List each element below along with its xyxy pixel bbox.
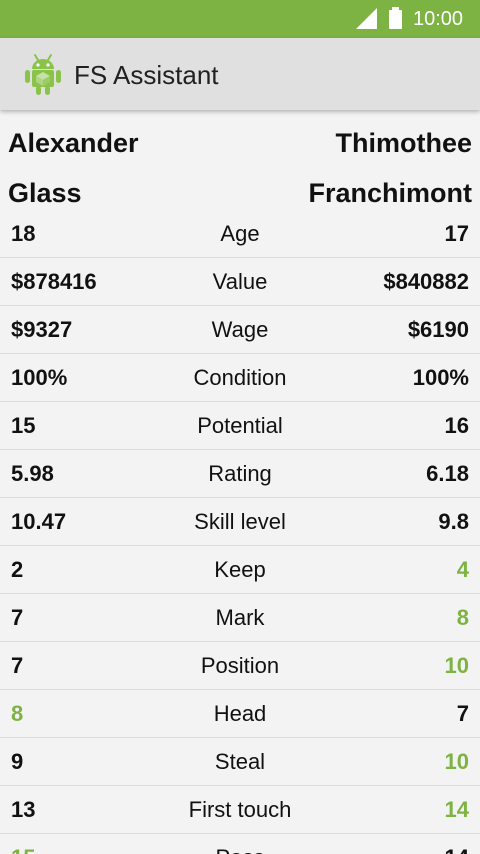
comparison-list[interactable]: Alexander Glass Thimothee Franchimont Ag…	[0, 110, 480, 854]
status-bar: 10:00	[0, 0, 480, 38]
stat-row: Wage $9327 $6190	[0, 306, 480, 354]
right-value: 14	[444, 797, 469, 822]
right-player-first-name: Thimothee	[335, 128, 472, 158]
android-robot-icon[interactable]	[24, 52, 62, 96]
left-value: 10.47	[11, 509, 67, 534]
stat-rows: Age 18 17 Value $878416 $840882 Wage $9327 $6190…	[0, 210, 480, 854]
stat-row: Steal 9 10	[0, 738, 480, 786]
stat-label: Head	[213, 701, 267, 726]
signal-icon	[356, 8, 377, 29]
stat-label: Position	[200, 653, 280, 678]
left-value: $9327	[11, 317, 73, 342]
right-player-name: Thimothee Franchimont	[308, 118, 472, 218]
stat-label: First touch	[188, 797, 292, 822]
left-value: 15	[11, 834, 35, 854]
stat-row: Pass15 14	[0, 834, 480, 854]
left-value: 7	[11, 653, 24, 678]
right-value: 10	[444, 653, 469, 678]
stat-row: Keep 2 4	[0, 546, 480, 594]
left-value: 100%	[11, 365, 68, 390]
stat-label: Age	[220, 221, 260, 246]
left-value: 18	[11, 221, 36, 246]
stat-row: Value $878416 $840882	[0, 258, 480, 306]
right-value: 9.8	[438, 509, 469, 534]
left-value: $878416	[11, 269, 97, 294]
stat-row: Rating 5.98 6.18	[0, 450, 480, 498]
stat-row: Skill level 10.47 9.8	[0, 498, 480, 546]
right-value: 7	[456, 701, 469, 726]
left-value: 2	[11, 557, 24, 582]
left-value: 15	[11, 413, 36, 438]
left-player-name: Alexander Glass	[8, 118, 139, 218]
stat-label: Wage	[211, 317, 269, 342]
stat-label: Steal	[214, 749, 266, 774]
stat-label: Keep	[214, 557, 266, 582]
status-time: 10:00	[413, 8, 464, 30]
stat-row: Mark 7 8	[0, 594, 480, 642]
stat-row: Head 8 7	[0, 690, 480, 738]
stat-label: Condition	[193, 365, 287, 390]
left-player-last-name: Glass	[8, 178, 82, 208]
right-value: 8	[456, 605, 469, 630]
left-player-first-name: Alexander	[8, 128, 139, 158]
stat-label: Rating	[208, 461, 272, 486]
left-value: 8	[11, 701, 24, 726]
battery-icon	[389, 7, 402, 29]
stat-row: Age 18 17	[0, 210, 480, 258]
stat-label: Pass	[0, 834, 480, 854]
right-value: 4	[456, 557, 469, 582]
left-value: 13	[11, 797, 36, 822]
right-value: $840882	[383, 269, 469, 294]
stat-row: Position 7 10	[0, 642, 480, 690]
stat-row: Potential 15 16	[0, 402, 480, 450]
right-value: 17	[444, 221, 469, 246]
left-value: 7	[11, 605, 24, 630]
stat-label: Potential	[197, 413, 283, 438]
right-value: 10	[444, 749, 469, 774]
right-value: 100%	[412, 365, 469, 390]
app-title: FS Assistant	[74, 60, 219, 90]
right-value: 14	[445, 834, 469, 854]
stat-row: Condition 100% 100%	[0, 354, 480, 402]
stat-label: Value	[212, 269, 268, 294]
right-value: 16	[444, 413, 469, 438]
right-player-last-name: Franchimont	[308, 178, 472, 208]
player-names: Alexander Glass Thimothee Franchimont	[0, 110, 480, 210]
left-value: 9	[11, 749, 24, 774]
stat-label: Skill level	[194, 509, 286, 534]
right-value: $6190	[407, 317, 469, 342]
left-value: 5.98	[11, 461, 54, 486]
right-value: 6.18	[426, 461, 469, 486]
stat-label: Mark	[215, 605, 265, 630]
stat-row: First touch 13 14	[0, 786, 480, 834]
app-bar: FS Assistant	[0, 38, 480, 110]
